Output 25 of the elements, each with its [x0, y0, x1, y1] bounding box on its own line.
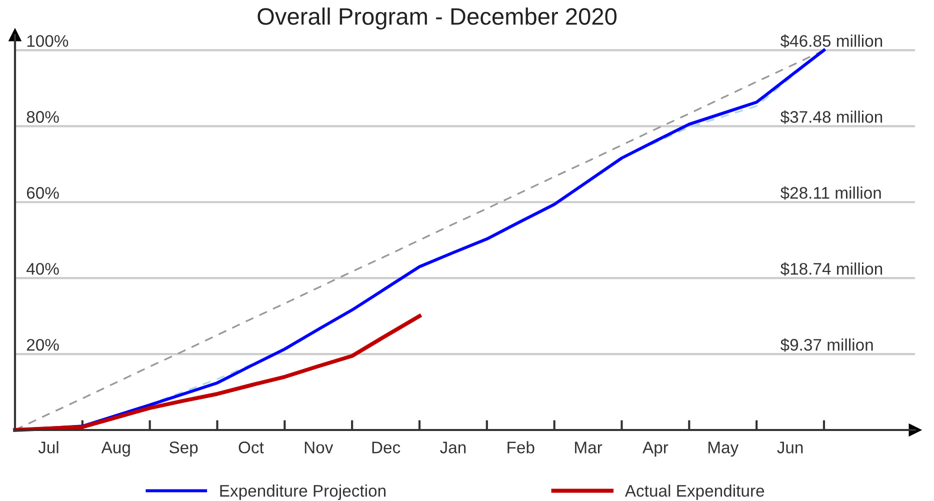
y-tick-label: 100% — [27, 35, 68, 47]
chart-title: Overall Program - December 2020 — [258, 8, 617, 30]
y2-tick-label: $37.48 million — [780, 110, 882, 124]
y2-tick-label: $46.85 million — [780, 34, 882, 48]
x-tick-label: Mar — [575, 442, 602, 454]
y-tick-label: 80% — [26, 111, 59, 123]
y2-tick-label: $28.11 million — [780, 186, 881, 200]
x-tick-label: Jul — [38, 441, 58, 454]
y2-tick-label: $9.37 million — [780, 338, 873, 352]
y-tick-label: 40% — [26, 262, 59, 275]
x-tick-label: Dec — [372, 442, 400, 454]
legend-label: Actual Expenditure — [624, 484, 764, 500]
y2-tick-label: $18.74 million — [780, 262, 882, 276]
x-tick-label: Nov — [304, 442, 334, 454]
x-tick-label: Jun — [777, 442, 803, 454]
x-tick-label: May — [708, 442, 739, 457]
x-tick-label: Aug — [101, 442, 130, 457]
y-tick-label: 20% — [26, 338, 59, 351]
y-tick-label: 60% — [26, 187, 59, 199]
x-tick-label: Feb — [508, 441, 534, 454]
x-tick-label: Oct — [238, 442, 264, 454]
x-tick-label: Jan — [440, 442, 466, 454]
x-tick-label: Apr — [642, 442, 668, 457]
legend-label: Expenditure Projection — [220, 484, 386, 500]
x-tick-label: Sep — [169, 442, 198, 457]
